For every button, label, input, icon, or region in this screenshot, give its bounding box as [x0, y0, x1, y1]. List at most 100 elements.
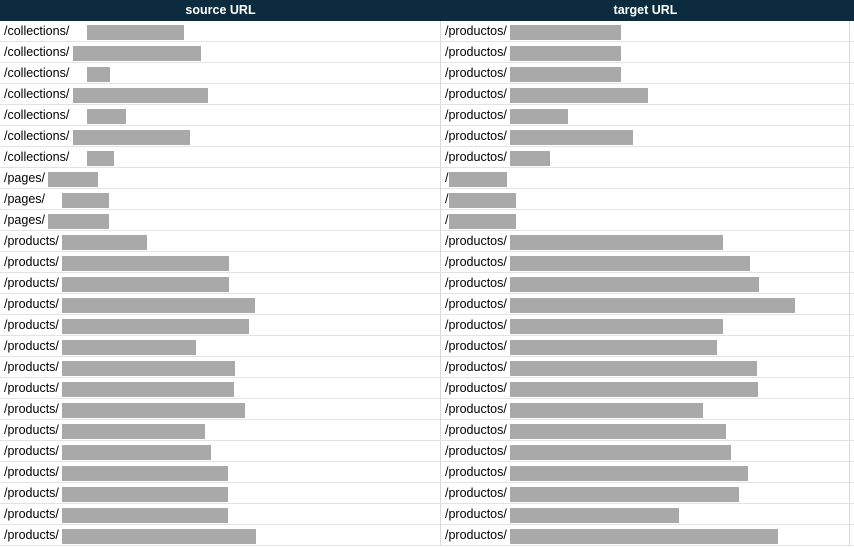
- table-row: /products/ /productos/: [0, 252, 854, 273]
- target-url-cell[interactable]: /productos/: [441, 357, 850, 377]
- column-header-target-url[interactable]: target URL: [613, 3, 678, 17]
- source-url-cell[interactable]: /products/: [0, 315, 441, 335]
- table-row: /products/ /productos/: [0, 294, 854, 315]
- redaction-bar: [510, 277, 759, 292]
- redaction-bar: [62, 256, 229, 271]
- source-url-cell[interactable]: /products/: [0, 231, 441, 251]
- source-url-cell[interactable]: /products/: [0, 357, 441, 377]
- redaction-bar: [62, 529, 256, 544]
- source-url-cell[interactable]: /collections/: [0, 126, 441, 146]
- target-url-cell[interactable]: /productos/: [441, 105, 850, 125]
- table-row: /products/ /productos/: [0, 315, 854, 336]
- source-url-cell[interactable]: /collections/: [0, 42, 441, 62]
- source-url-cell[interactable]: /products/: [0, 273, 441, 293]
- source-url-cell[interactable]: /pages/: [0, 210, 441, 230]
- source-url-text: /collections/: [4, 129, 70, 143]
- table-row: /products/ /productos/: [0, 273, 854, 294]
- source-url-cell[interactable]: /pages/: [0, 168, 441, 188]
- table-row: /products/ /productos/: [0, 483, 854, 504]
- table-row: /collections/ /productos/: [0, 147, 854, 168]
- source-url-cell[interactable]: /collections/: [0, 21, 441, 41]
- target-url-cell[interactable]: /productos/: [441, 126, 850, 146]
- target-url-cell[interactable]: /: [441, 168, 850, 188]
- target-url-cell[interactable]: /: [441, 189, 850, 209]
- redaction-bar: [62, 466, 228, 481]
- target-url-cell[interactable]: /: [441, 210, 850, 230]
- target-url-cell[interactable]: /productos/: [441, 441, 850, 461]
- target-url-cell[interactable]: /productos/: [441, 315, 850, 335]
- source-url-cell[interactable]: /products/: [0, 252, 441, 272]
- target-url-text: /productos/: [445, 87, 507, 101]
- source-url-text: /products/: [4, 339, 59, 353]
- source-url-cell[interactable]: /collections/: [0, 105, 441, 125]
- source-url-cell[interactable]: /products/: [0, 462, 441, 482]
- target-url-cell[interactable]: /productos/: [441, 525, 850, 545]
- target-url-text: /productos/: [445, 528, 507, 542]
- target-url-text: /productos/: [445, 444, 507, 458]
- source-url-text: /products/: [4, 255, 59, 269]
- source-url-text: /collections/: [4, 150, 70, 164]
- table-row: /products/ /productos/: [0, 399, 854, 420]
- source-url-cell[interactable]: /collections/: [0, 84, 441, 104]
- target-url-cell[interactable]: /productos/: [441, 399, 850, 419]
- redaction-bar: [510, 403, 703, 418]
- source-url-cell[interactable]: /collections/: [0, 63, 441, 83]
- source-url-cell[interactable]: /products/: [0, 294, 441, 314]
- source-url-text: /products/: [4, 381, 59, 395]
- target-url-cell[interactable]: /productos/: [441, 504, 850, 524]
- redaction-bar: [449, 214, 516, 229]
- redaction-bar: [62, 193, 109, 208]
- target-url-text: /: [445, 192, 449, 206]
- redaction-bar: [510, 25, 621, 40]
- target-url-cell[interactable]: /productos/: [441, 21, 850, 41]
- redaction-bar: [510, 319, 723, 334]
- table-row: /pages/ /: [0, 168, 854, 189]
- source-url-cell[interactable]: /products/: [0, 420, 441, 440]
- redaction-bar: [62, 277, 229, 292]
- source-url-cell[interactable]: /collections/: [0, 147, 441, 167]
- source-url-cell[interactable]: /products/: [0, 441, 441, 461]
- redaction-bar: [73, 46, 201, 61]
- target-url-text: /productos/: [445, 255, 507, 269]
- source-url-text: /pages/: [4, 213, 46, 227]
- redaction-bar: [510, 382, 758, 397]
- source-url-text: /collections/: [4, 24, 70, 38]
- target-url-cell[interactable]: /productos/: [441, 483, 850, 503]
- target-url-cell[interactable]: /productos/: [441, 252, 850, 272]
- target-url-cell[interactable]: /productos/: [441, 336, 850, 356]
- target-url-cell[interactable]: /productos/: [441, 63, 850, 83]
- target-url-text: /productos/: [445, 108, 507, 122]
- table-row: /products/ /productos/: [0, 504, 854, 525]
- redaction-bar: [62, 382, 234, 397]
- table-row: /products/ /productos/: [0, 336, 854, 357]
- target-url-cell[interactable]: /productos/: [441, 420, 850, 440]
- redaction-bar: [510, 151, 550, 166]
- target-url-cell[interactable]: /productos/: [441, 378, 850, 398]
- redaction-bar: [62, 235, 147, 250]
- source-url-cell[interactable]: /products/: [0, 336, 441, 356]
- redaction-bar: [73, 88, 208, 103]
- source-url-cell[interactable]: /products/: [0, 504, 441, 524]
- source-url-cell[interactable]: /pages/: [0, 189, 441, 209]
- target-url-cell[interactable]: /productos/: [441, 147, 850, 167]
- table-row: /products/ /productos/: [0, 357, 854, 378]
- target-url-text: /productos/: [445, 486, 507, 500]
- source-url-cell[interactable]: /products/: [0, 378, 441, 398]
- source-url-text: /products/: [4, 234, 59, 248]
- source-url-cell[interactable]: /products/: [0, 525, 441, 545]
- target-url-cell[interactable]: /productos/: [441, 294, 850, 314]
- redaction-bar: [510, 529, 778, 544]
- target-url-cell[interactable]: /productos/: [441, 231, 850, 251]
- target-url-cell[interactable]: /productos/: [441, 84, 850, 104]
- redaction-bar: [87, 109, 126, 124]
- target-url-cell[interactable]: /productos/: [441, 273, 850, 293]
- target-url-cell[interactable]: /productos/: [441, 462, 850, 482]
- redaction-bar: [510, 109, 568, 124]
- redaction-bar: [510, 256, 750, 271]
- source-url-cell[interactable]: /products/: [0, 399, 441, 419]
- target-url-text: /productos/: [445, 507, 507, 521]
- source-url-cell[interactable]: /products/: [0, 483, 441, 503]
- target-url-cell[interactable]: /productos/: [441, 42, 850, 62]
- redaction-bar: [62, 508, 228, 523]
- column-header-source-url[interactable]: source URL: [185, 3, 256, 17]
